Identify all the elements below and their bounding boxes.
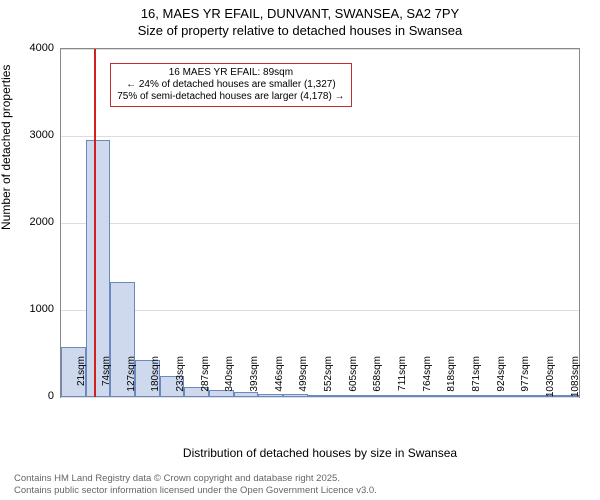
x-tick-label: 127sqm [126, 356, 137, 400]
title-line1: 16, MAES YR EFAIL, DUNVANT, SWANSEA, SA2… [0, 6, 600, 23]
footer: Contains HM Land Registry data © Crown c… [14, 473, 377, 496]
chart-container: 16, MAES YR EFAIL, DUNVANT, SWANSEA, SA2… [0, 0, 600, 500]
x-tick-label: 871sqm [471, 356, 482, 400]
y-tick-label: 0 [4, 390, 54, 402]
grid-line [61, 223, 579, 224]
x-tick-label: 818sqm [446, 356, 457, 400]
annotation-box: 16 MAES YR EFAIL: 89sqm← 24% of detached… [110, 63, 351, 107]
annotation-line: 16 MAES YR EFAIL: 89sqm [117, 67, 344, 79]
y-tick-label: 2000 [4, 216, 54, 228]
grid-line [61, 136, 579, 137]
x-tick-label: 764sqm [422, 356, 433, 400]
x-tick-label: 977sqm [520, 356, 531, 400]
x-tick-label: 711sqm [397, 356, 408, 400]
x-tick-label: 552sqm [323, 356, 334, 400]
y-tick-label: 3000 [4, 129, 54, 141]
grid-line [61, 310, 579, 311]
chart-title: 16, MAES YR EFAIL, DUNVANT, SWANSEA, SA2… [0, 0, 600, 40]
y-tick-label: 4000 [4, 42, 54, 54]
y-tick-label: 1000 [4, 303, 54, 315]
x-tick-label: 924sqm [496, 356, 507, 400]
x-axis: Distribution of detached houses by size … [60, 398, 580, 458]
annotation-line: ← 24% of detached houses are smaller (1,… [117, 79, 344, 91]
footer-line1: Contains HM Land Registry data © Crown c… [14, 473, 377, 484]
x-tick-label: 1030sqm [545, 356, 556, 400]
footer-line2: Contains public sector information licen… [14, 485, 377, 496]
x-tick-label: 21sqm [76, 356, 87, 400]
x-tick-label: 233sqm [175, 356, 186, 400]
plot-area: 16 MAES YR EFAIL: 89sqm← 24% of detached… [60, 48, 580, 398]
x-tick-label: 499sqm [298, 356, 309, 400]
x-tick-label: 340sqm [224, 356, 235, 400]
x-tick-label: 658sqm [372, 356, 383, 400]
y-axis: 01000200030004000 [0, 48, 58, 398]
x-tick-label: 393sqm [249, 356, 260, 400]
x-axis-label: Distribution of detached houses by size … [60, 446, 580, 460]
x-tick-label: 1083sqm [570, 356, 581, 400]
property-marker-line [94, 49, 96, 397]
title-line2: Size of property relative to detached ho… [0, 23, 600, 40]
x-tick-label: 74sqm [101, 356, 112, 400]
x-tick-label: 180sqm [150, 356, 161, 400]
annotation-line: 75% of semi-detached houses are larger (… [117, 91, 344, 103]
x-tick-label: 446sqm [274, 356, 285, 400]
x-tick-label: 287sqm [200, 356, 211, 400]
grid-line [61, 49, 579, 50]
x-tick-label: 605sqm [348, 356, 359, 400]
